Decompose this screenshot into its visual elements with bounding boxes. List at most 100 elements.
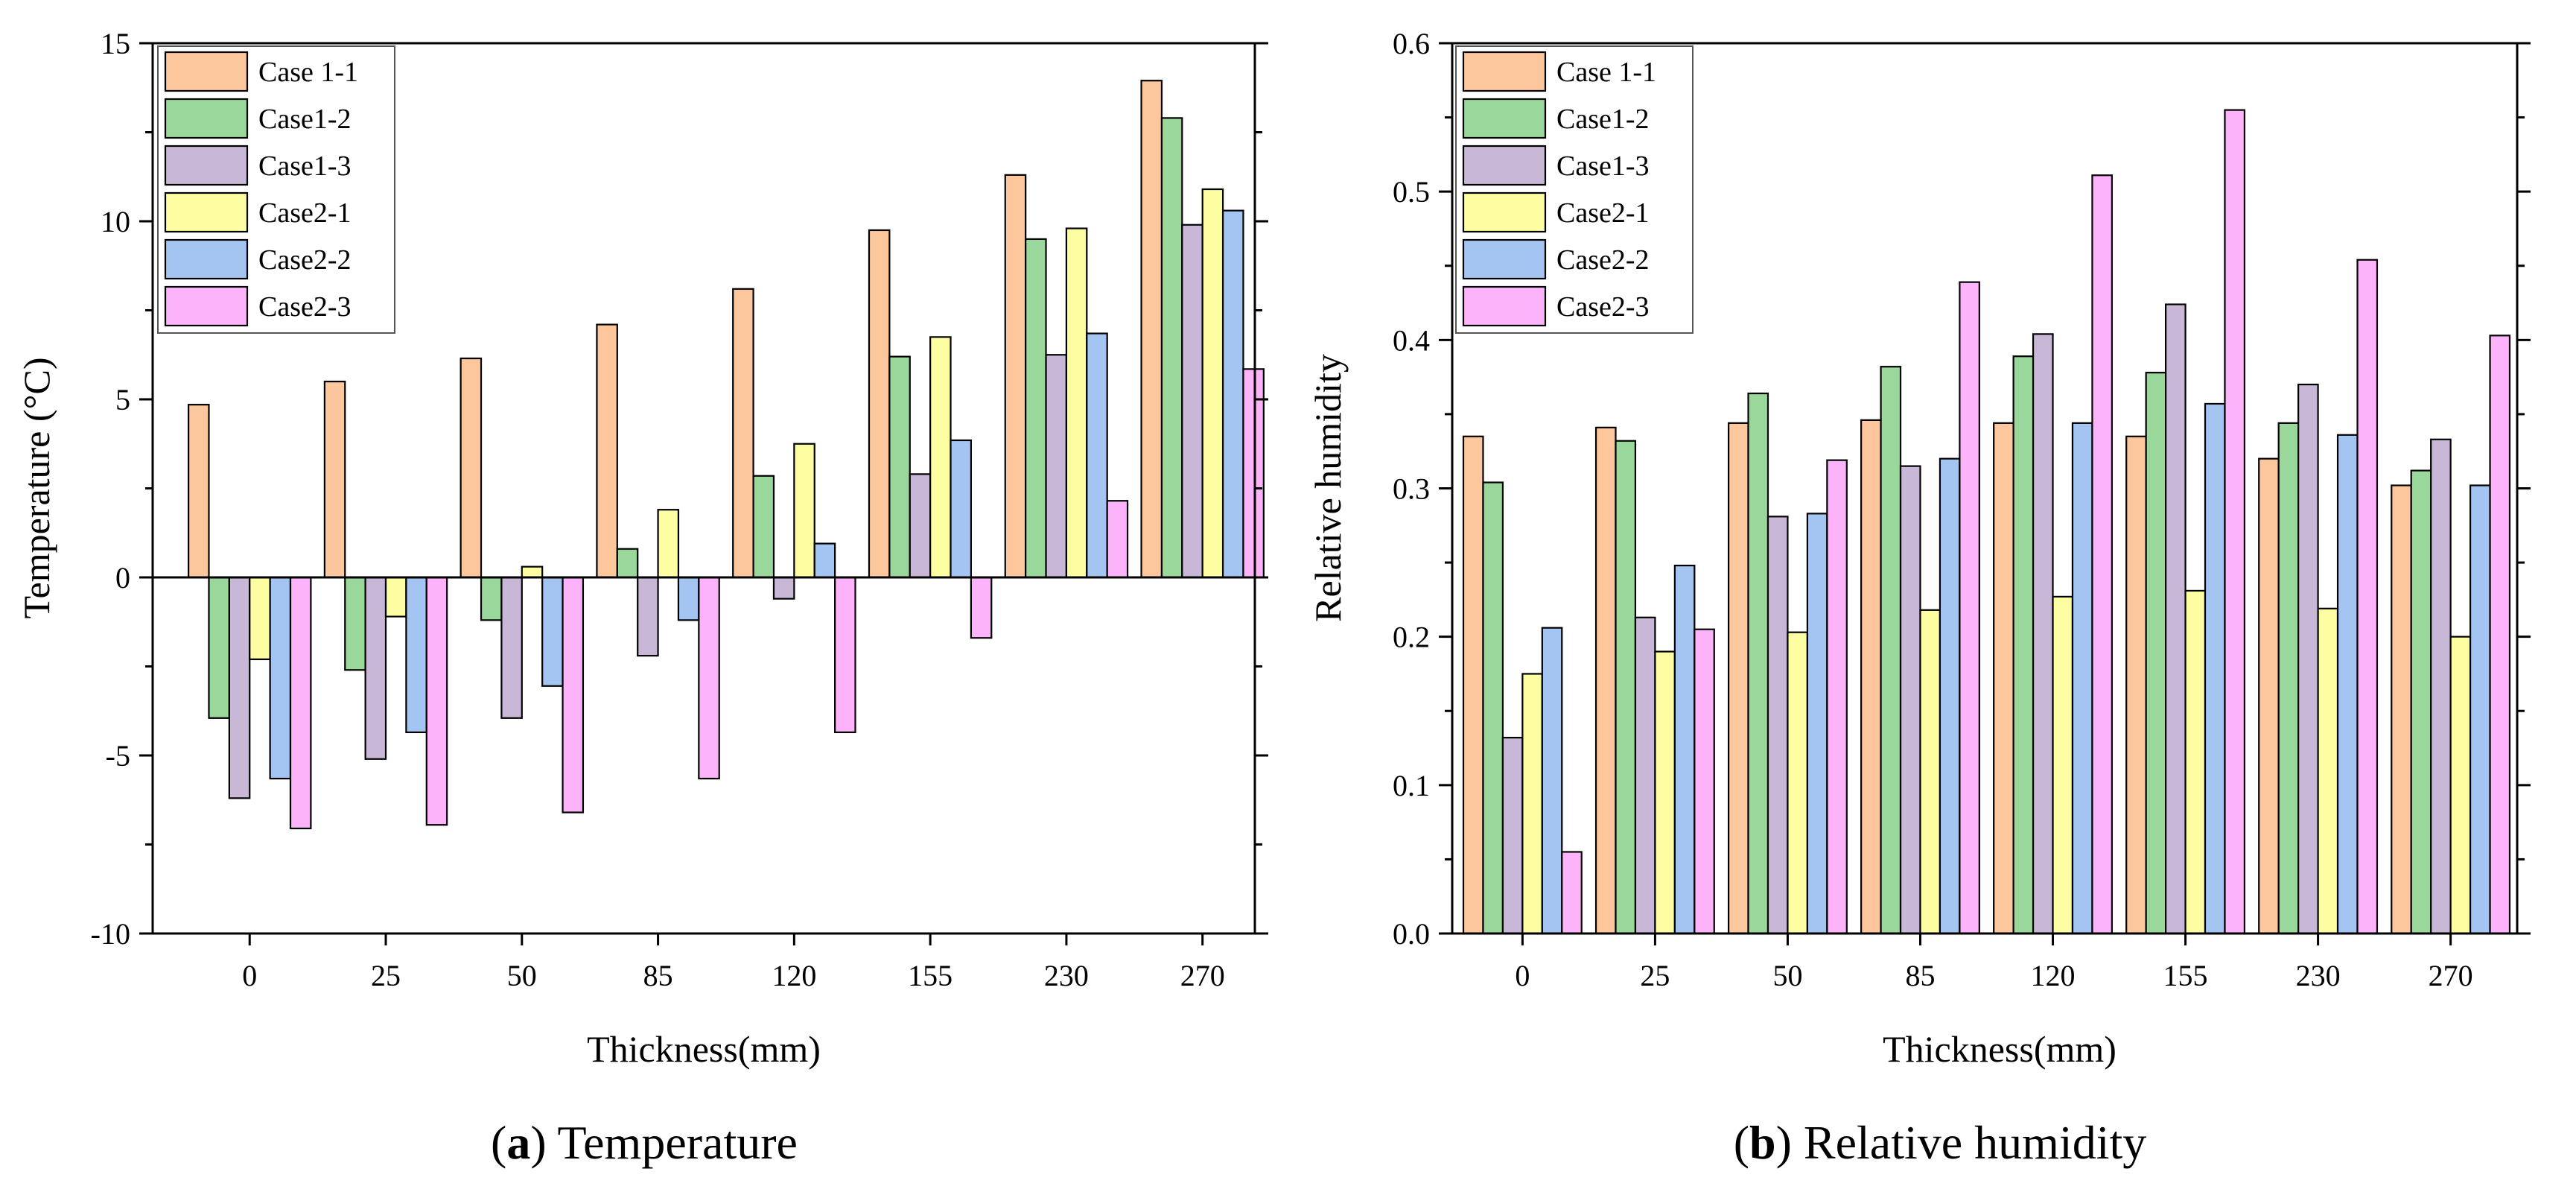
temperature-bar [1160, 117, 1183, 579]
y-tick-label: 0.4 [1393, 323, 1430, 357]
humidity-x-ticks: 0 25 50 85 120 155 230 270 [1515, 934, 2473, 992]
humidity-bar [1880, 366, 1902, 935]
humidity-bar [1541, 627, 1563, 935]
humidity-bar [1766, 516, 1789, 935]
humidity-bar [2184, 589, 2207, 935]
y-tick-label: 10 [101, 205, 130, 238]
temperature-caption: (a) Temperature [491, 1116, 798, 1169]
humidity-bar [2091, 174, 2113, 935]
legend-label: Case2-3 [1556, 291, 1650, 323]
temperature-bar [208, 576, 230, 719]
temperature-bar [1242, 368, 1265, 579]
temperature-bar [562, 576, 585, 814]
temperature-bar [888, 355, 911, 579]
legend-swatch [164, 191, 249, 233]
y-tick-label: -5 [106, 739, 130, 773]
humidity-bar [1673, 564, 1696, 935]
temperature-bar [813, 542, 836, 579]
humidity-bar [1787, 631, 1809, 935]
humidity-bar [1899, 465, 1921, 935]
temperature-bar [1106, 500, 1129, 579]
y-tick-label: 0.1 [1393, 769, 1430, 802]
humidity-bar [1694, 628, 1715, 935]
humidity-caption: (b) Relative humidity [1734, 1116, 2147, 1169]
temperature-chart: -10 -5 0 5 10 15 0 25 50 85 120 155 230 270 Thicknes… [16, 27, 1268, 1169]
humidity-bar [1860, 419, 1882, 935]
x-tick-label: 85 [643, 959, 673, 992]
humidity-legend-box [1455, 45, 1694, 334]
x-tick-label: 25 [371, 959, 401, 992]
legend-swatch [164, 285, 249, 327]
temperature-bar [1045, 354, 1068, 579]
humidity-bar [1959, 281, 1980, 935]
humidity-y-axis-label: Relative humidity [1307, 354, 1349, 622]
humidity-bar [2469, 484, 2491, 935]
y-tick-label: 15 [101, 27, 130, 60]
temperature-bar [425, 576, 448, 826]
temperature-bar [596, 323, 618, 579]
x-tick-label: 0 [242, 959, 257, 992]
humidity-bar [2391, 484, 2412, 935]
humidity-bar [1727, 422, 1749, 935]
legend-swatch [164, 51, 249, 92]
temperature-bar [732, 288, 754, 579]
legend-swatch [1462, 191, 1547, 233]
temperature-bar [1025, 238, 1047, 579]
temperature-bar [1004, 174, 1027, 579]
humidity-bar [1806, 513, 1828, 935]
humidity-bar [1594, 426, 1617, 935]
humidity-bar [1993, 422, 2014, 935]
temperature-x-ticks: 0 25 50 85 120 155 230 270 [242, 934, 1225, 992]
temperature-x-axis-label: Thickness(mm) [587, 1028, 821, 1070]
temperature-bar [323, 380, 346, 579]
temperature-bar [1140, 80, 1163, 579]
humidity-bar [1939, 457, 1961, 935]
humidity-bar [2489, 335, 2511, 935]
humidity-bars [1462, 109, 2511, 935]
temperature-bar [1086, 332, 1108, 579]
humidity-bar [2071, 422, 2093, 935]
x-tick-label: 270 [2429, 959, 2473, 992]
humidity-bar [2430, 438, 2452, 935]
legend-label: Case2-3 [258, 291, 352, 323]
legend-label: Case2-2 [1556, 244, 1650, 276]
humidity-bar [2032, 333, 2054, 935]
temperature-caption-text: Temperature [558, 1116, 798, 1169]
humidity-bar [1482, 481, 1504, 935]
temperature-bar [772, 576, 795, 600]
temperature-caption-label: a [506, 1116, 530, 1169]
y-tick-label: 0.6 [1393, 27, 1430, 60]
humidity-bar [1654, 650, 1676, 935]
humidity-bar [2012, 355, 2035, 935]
humidity-bar [2125, 435, 2147, 935]
temperature-bar [909, 473, 932, 579]
x-tick-label: 50 [1772, 959, 1802, 992]
legend-label: Case1-2 [1556, 104, 1650, 135]
temperature-bar [269, 576, 292, 780]
humidity-bar [2356, 259, 2379, 935]
x-tick-label: 230 [2296, 959, 2341, 992]
temperature-bar [1065, 227, 1088, 579]
humidity-bar [2449, 635, 2472, 935]
y-tick-label: 0.5 [1393, 175, 1430, 209]
temperature-bar [1201, 188, 1224, 579]
legend-swatch [1462, 238, 1547, 280]
humidity-bar [1615, 440, 1637, 935]
temperature-bar [541, 576, 564, 687]
temperature-bar [950, 439, 973, 579]
temperature-bar [289, 576, 312, 830]
humidity-caption-label: b [1749, 1116, 1776, 1169]
humidity-bar [1561, 851, 1583, 935]
humidity-y-ticks: 0.0 0.1 0.2 0.3 0.4 0.5 0.6 [1393, 27, 2531, 951]
legend-swatch [1462, 145, 1547, 186]
temperature-bar [459, 357, 483, 579]
y-tick-label: 0.3 [1393, 472, 1430, 506]
humidity-bar [1826, 459, 1848, 935]
temperature-bar [228, 576, 251, 799]
temperature-y-axis-label: Temperature (°C) [16, 357, 57, 618]
temperature-bar [364, 576, 387, 760]
humidity-bar [1634, 616, 1656, 935]
legend-swatch [164, 238, 249, 280]
humidity-legend: Case 1-1 Case1-2 Case1-3 Case2-1 Case2-2 Case… [1455, 45, 1694, 334]
y-tick-label: 0.2 [1393, 621, 1430, 654]
